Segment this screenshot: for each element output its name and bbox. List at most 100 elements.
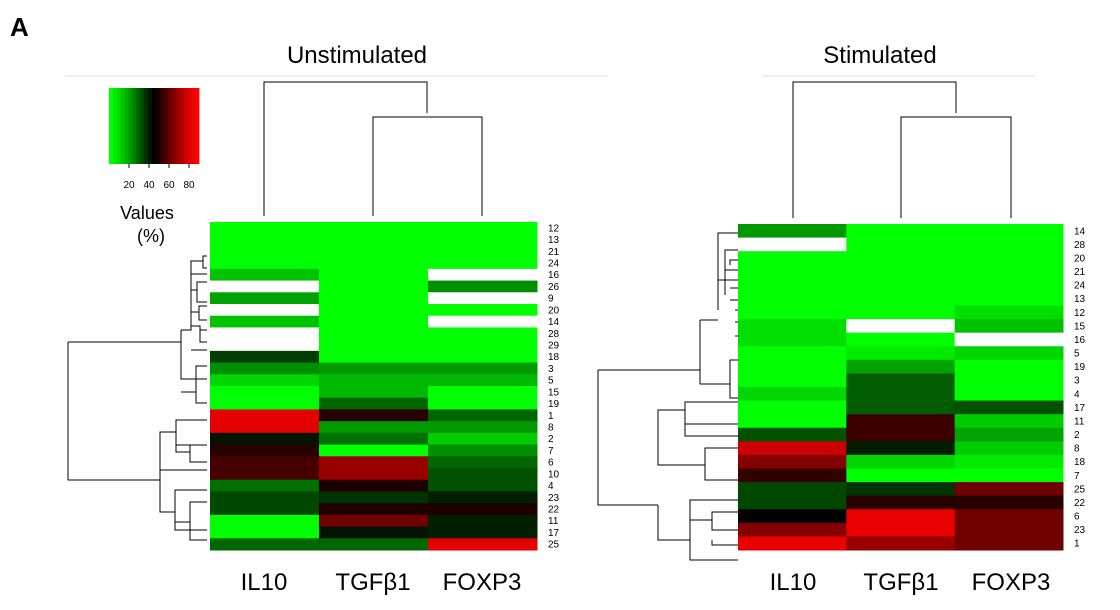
heatmap-cell (428, 421, 538, 434)
row-label: 8 (548, 423, 554, 434)
heatmap-cell (210, 479, 320, 492)
heatmap-cell (210, 397, 320, 410)
heatmap-cell (738, 495, 847, 510)
heatmap-cell (954, 400, 1064, 415)
heatmap-cell (954, 251, 1064, 266)
row-label: 5 (1074, 349, 1080, 360)
heatmap-cell (738, 414, 847, 429)
heatmap-cell (954, 332, 1064, 347)
row-dendrogram (67, 255, 207, 541)
heatmap-cell (846, 509, 956, 524)
heatmap-cells (738, 224, 1064, 551)
heatmap-cell (210, 233, 320, 246)
heatmap-cell (210, 339, 320, 352)
legend-color-bar (109, 88, 200, 164)
heatmap-cell (319, 339, 429, 352)
row-label: 19 (1074, 362, 1086, 373)
row-label: 1 (1074, 539, 1080, 550)
heatmap-cell (846, 495, 956, 510)
heatmap-cell (319, 491, 429, 504)
heatmap-cell (428, 409, 538, 422)
row-label: 6 (1074, 512, 1080, 523)
row-label: 4 (548, 481, 554, 492)
legend-swatch (187, 88, 192, 164)
heatmap-cell (319, 468, 429, 481)
heatmap-cell (428, 362, 538, 375)
heatmap-cell (428, 315, 538, 328)
heatmap-cell (738, 427, 847, 442)
heatmap-cell (846, 387, 956, 402)
row-label: 10 (548, 469, 560, 480)
row-label: 22 (1074, 498, 1086, 509)
heatmap-cell (319, 245, 429, 258)
column-label: TGFβ1 (335, 569, 410, 596)
row-label: 5 (548, 376, 554, 387)
heatmap-cell (954, 495, 1064, 510)
column-labels: IL10 TGFβ1 FOXP3 (770, 569, 1051, 596)
heatmap-cell (428, 327, 538, 340)
heatmap-cell (210, 491, 320, 504)
heatmap-cell (846, 278, 956, 293)
heatmap-cell (319, 538, 429, 551)
row-label: 3 (1074, 376, 1080, 387)
legend-swatch (191, 88, 196, 164)
legend-tick-label: 40 (143, 180, 155, 191)
column-dendrogram (263, 81, 483, 216)
legend-ticks: 20 40 60 80 (123, 164, 195, 191)
row-label: 20 (548, 305, 560, 316)
heatmap-cell (954, 359, 1064, 374)
legend-swatch (140, 88, 145, 164)
row-label: 24 (1074, 281, 1086, 292)
row-label: 22 (548, 505, 560, 516)
heatmap-cell (210, 514, 320, 528)
legend-swatch (163, 88, 169, 164)
heatmap-title: Unstimulated (287, 42, 427, 69)
row-label: 11 (1074, 416, 1085, 427)
column-dendrogram (792, 81, 1012, 218)
row-label: 19 (548, 399, 560, 410)
legend-title: Values (120, 203, 174, 223)
legend-swatch (148, 88, 153, 164)
row-label: 29 (548, 341, 560, 352)
heatmap-cell (319, 327, 429, 340)
heatmap-cell (428, 339, 538, 352)
heatmap-cell (954, 291, 1064, 306)
heatmap-cell (210, 421, 320, 434)
heatmap-cell (738, 224, 847, 239)
column-label: TGFβ1 (863, 569, 938, 596)
column-label: IL10 (241, 569, 288, 596)
heatmap-cell (846, 522, 956, 537)
heatmap-cell (846, 468, 956, 483)
color-legend: 20 40 60 80 Values (%) (109, 88, 200, 246)
heatmap-cell (428, 538, 538, 551)
heatmap-cell (210, 350, 320, 364)
heatmap-cell (428, 245, 538, 258)
heatmap-cell (210, 327, 320, 340)
heatmap-cell (428, 503, 538, 516)
row-label: 8 (1074, 444, 1080, 455)
heatmap-cell (428, 268, 538, 282)
row-label: 15 (1074, 321, 1086, 332)
legend-swatch (116, 88, 122, 164)
heatmap-cell (428, 397, 538, 410)
row-label: 26 (548, 282, 560, 293)
legend-tick-label: 20 (123, 180, 135, 191)
legend-swatch (175, 88, 180, 164)
row-label: 24 (548, 259, 560, 270)
legend-swatch (144, 88, 149, 164)
heatmap-cell (846, 441, 956, 456)
heatmap-cell (846, 346, 956, 361)
legend-swatch (136, 88, 141, 164)
heatmap-cell (738, 441, 847, 456)
row-label: 4 (1074, 389, 1080, 400)
column-label: FOXP3 (443, 569, 522, 596)
row-label: 9 (548, 294, 554, 305)
row-label: 13 (1074, 294, 1086, 305)
heatmap-cell (738, 305, 847, 320)
heatmap-cell (846, 305, 956, 320)
row-label: 23 (548, 493, 560, 504)
heatmap-cell (428, 526, 538, 539)
heatmap-cell (210, 304, 320, 317)
heatmap-cell (954, 346, 1064, 361)
